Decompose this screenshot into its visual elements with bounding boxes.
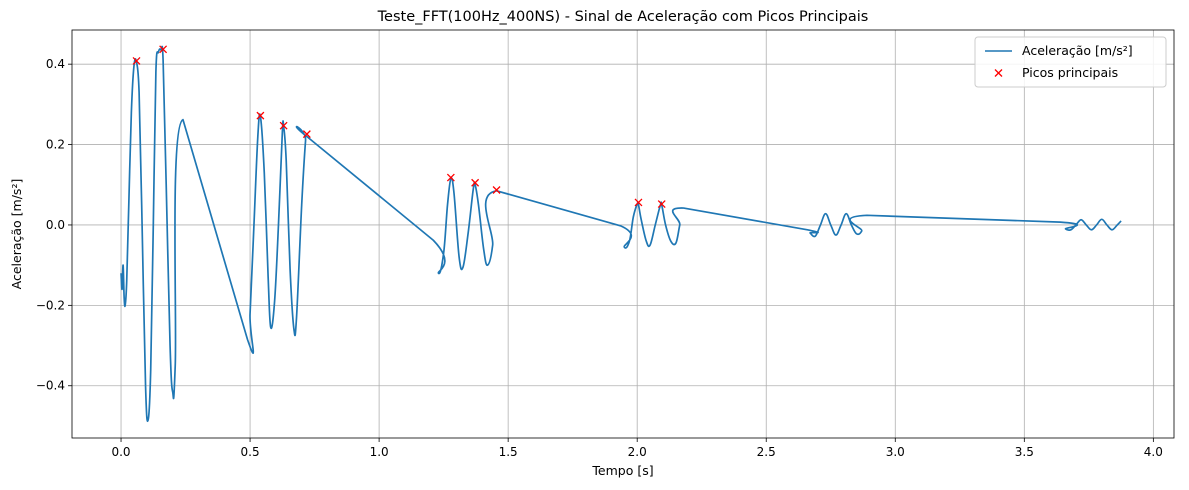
x-tick-label: 0.0: [111, 445, 130, 459]
y-tick-label: 0.4: [46, 57, 65, 71]
y-tick-label: −0.2: [36, 298, 65, 312]
legend-marker-swatch: [994, 69, 1003, 77]
grid-layer: [72, 30, 1174, 438]
x-tick-label: 3.5: [1015, 445, 1034, 459]
peak-marker: [471, 178, 480, 187]
x-tick-label: 0.5: [241, 445, 260, 459]
peak-marker: [657, 200, 666, 209]
y-axis-title: Aceleração [m/s²]: [9, 179, 24, 290]
x-tick-label: 2.5: [757, 445, 776, 459]
legend-label-peaks: Picos principais: [1022, 65, 1118, 80]
x-tick-label: 3.0: [886, 445, 905, 459]
series-layer: [120, 45, 1122, 423]
peak-marker: [492, 186, 501, 194]
y-tick-label: −0.4: [36, 379, 65, 393]
plot-frame: [71, 29, 1175, 439]
legend-box: [974, 36, 1167, 88]
y-tick-label: 0.2: [46, 138, 65, 152]
peak-marker: [256, 111, 265, 120]
x-tick-label: 4.0: [1144, 445, 1163, 459]
peak-marker: [132, 56, 141, 65]
x-tick-label: 1.0: [370, 445, 389, 459]
peak-marker: [302, 130, 311, 139]
x-axis-title: Tempo [s]: [591, 463, 653, 478]
legend: Aceleração [m/s²] Picos principais: [974, 36, 1167, 88]
x-tick-label: 2.0: [628, 445, 647, 459]
legend-label-acceleration: Aceleração [m/s²]: [1022, 43, 1133, 58]
series-line-acceleration: [120, 45, 1122, 423]
peak-marker: [634, 198, 643, 207]
peak-marker: [446, 173, 455, 182]
y-tick-label: 0.0: [46, 218, 65, 232]
peak-marker: [279, 121, 288, 130]
chart-title: Teste_FFT(100Hz_400NS) - Sinal de Aceler…: [377, 9, 869, 25]
x-tick-label: 1.5: [499, 445, 518, 459]
peak-marker: [159, 45, 168, 54]
ticks-layer: 0.0 0.5 1.0 1.5 2.0 2.5 3.0 3.5 4.0 −0.4 −0.2 0.0 0.…: [36, 57, 1163, 459]
